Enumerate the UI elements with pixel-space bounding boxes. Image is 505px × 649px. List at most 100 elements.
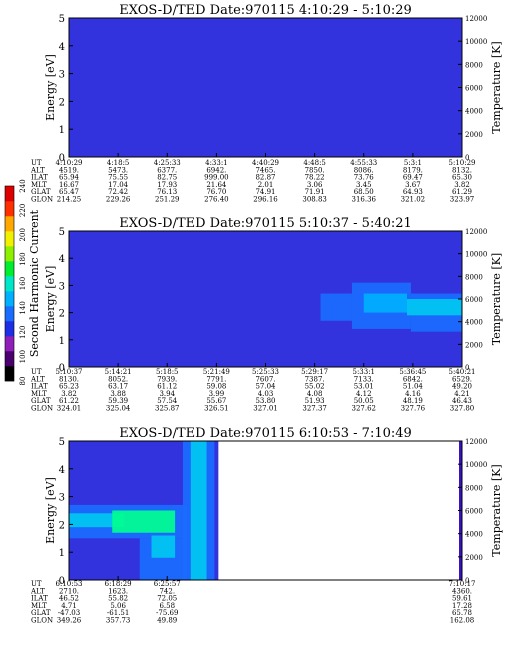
y2-tick-label: 10000 [465, 38, 487, 46]
table-cell: 59.61 [452, 595, 472, 603]
y-tick-label: 4 [59, 254, 65, 265]
table-cell: 82.87 [255, 174, 275, 182]
table-cell: 6.58 [159, 602, 175, 610]
table-cell: 72.05 [157, 595, 177, 603]
table-cell: 276.40 [204, 196, 229, 204]
table-row-label: ALT [30, 166, 45, 174]
table-cell: 6842. [403, 375, 423, 383]
table-cell: 8052. [108, 375, 128, 383]
table-cell: 65.78 [452, 609, 472, 617]
y-axis-label: Energy [eV] [44, 54, 57, 121]
colorbar-tick-label: 140 [19, 301, 27, 314]
panel-title: EXOS-D/TED Date:970115 6:10:53 - 7:10:49 [119, 426, 412, 441]
table-cell: 6:18:29 [105, 580, 132, 588]
y2-axis-label: Temperature [K] [490, 464, 503, 556]
table-cell: 53.01 [354, 383, 374, 391]
table-cell: 55.67 [206, 397, 226, 405]
table-row-label: MLT [31, 181, 47, 189]
table-cell: 65.23 [59, 383, 79, 391]
table-cell: 7850. [305, 166, 325, 174]
table-row-label: MLT [31, 602, 47, 610]
table-cell: 55.02 [305, 383, 325, 391]
table-cell: 327.01 [253, 405, 278, 413]
table-cell: 46.43 [452, 397, 472, 405]
table-cell: 7939. [157, 375, 177, 383]
table-cell: 6:25:57 [154, 580, 181, 588]
table-cell: 323.97 [450, 196, 475, 204]
table-cell: 69.47 [403, 174, 423, 182]
colorbar-segment [5, 276, 14, 292]
colorbar-segment [5, 321, 14, 337]
y-tick-label: 0 [59, 363, 65, 374]
table-cell: 3.88 [110, 390, 126, 398]
colorbar-tick-label: 80 [19, 377, 27, 386]
y-tick-label: 2 [59, 309, 65, 320]
table-row-label: ILAT [31, 383, 48, 391]
colorbar-tick-label: 220 [19, 204, 27, 217]
table-cell: 4:40:29 [252, 159, 279, 167]
table-cell: 21.64 [206, 181, 227, 189]
colorbar-segment [5, 351, 14, 367]
table-cell: 5:36:45 [399, 368, 426, 376]
table-cell: 251.29 [155, 196, 180, 204]
table-cell: 17.93 [157, 181, 177, 189]
colorbar-tick-label: 120 [19, 326, 27, 339]
table-cell: 7465. [255, 166, 275, 174]
y-tick-label: 4 [59, 465, 65, 476]
table-cell: 327.76 [401, 405, 426, 413]
table-row-label: UT [31, 159, 42, 167]
table-cell: 64.93 [403, 188, 423, 196]
y2-tick-label: 8000 [465, 61, 483, 69]
table-cell: 82.75 [157, 174, 177, 182]
table-cell: 2.01 [258, 181, 274, 189]
y-axis-label: Energy [eV] [44, 477, 57, 544]
table-cell: 6529. [452, 375, 472, 383]
table-cell: 7791. [206, 375, 226, 383]
colorbar-segment [5, 246, 14, 262]
table-cell: 65.30 [452, 174, 472, 182]
table-cell: 63.17 [108, 383, 128, 391]
table-cell: 6:10:53 [56, 580, 83, 588]
y2-tick-label: 0 [465, 364, 469, 372]
table-cell: 321.02 [401, 196, 426, 204]
table-cell: 5:33:1 [352, 368, 375, 376]
table-cell: 5:10:29 [449, 159, 476, 167]
y-tick-label: 0 [59, 576, 65, 587]
table-cell: 4360. [452, 587, 472, 595]
y2-tick-label: 10000 [465, 251, 487, 259]
colorbar-tick-label: 180 [19, 252, 27, 265]
spectrogram-band [320, 293, 352, 321]
table-cell: 324.01 [57, 405, 82, 413]
y-tick-label: 3 [59, 281, 65, 292]
table-cell: 4:10:29 [56, 159, 83, 167]
spectrogram-band [190, 441, 207, 580]
y-tick-label: 1 [59, 548, 65, 559]
table-cell: 3.82 [61, 390, 77, 398]
table-cell: 5:10:37 [56, 368, 83, 376]
y2-tick-label: 6000 [465, 85, 483, 93]
y2-tick-label: 12000 [465, 15, 487, 23]
y2-tick-label: 2000 [465, 554, 483, 562]
table-cell: 349.26 [57, 617, 82, 625]
y-tick-label: 4 [59, 42, 65, 53]
y-axis-label: Energy [eV] [44, 266, 57, 333]
y2-tick-label: 4000 [465, 319, 483, 327]
table-cell: 49.20 [452, 383, 472, 391]
table-cell: 5:14:21 [105, 368, 132, 376]
panel-3-spectrogram: EXOS-D/TED Date:970115 6:10:53 - 7:10:49… [30, 426, 503, 625]
spectrogram-band [69, 513, 125, 528]
table-cell: 229.26 [106, 196, 131, 204]
table-cell: 4:25:33 [154, 159, 181, 167]
table-cell: 4.08 [307, 390, 323, 398]
y2-tick-label: 8000 [465, 484, 483, 492]
table-row-label: MLT [31, 390, 47, 398]
table-row-label: ALT [30, 375, 45, 383]
table-cell: 7607. [255, 375, 275, 383]
colorbar-tick-label: 200 [19, 228, 27, 241]
table-cell: 2710. [59, 587, 79, 595]
table-cell: 742. [159, 587, 175, 595]
colorbar-segment [5, 231, 14, 247]
table-cell: 61.12 [157, 383, 177, 391]
table-cell: 55.82 [108, 595, 128, 603]
